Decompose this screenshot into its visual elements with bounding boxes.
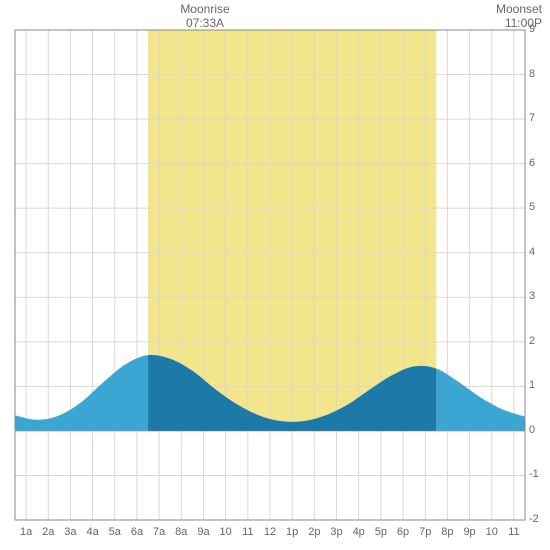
x-tick-label: 6p (397, 526, 409, 538)
tide-chart: Moonrise 07:33A Moonset 11:00P -2-101234… (0, 0, 550, 550)
x-tick-label: 11 (242, 526, 253, 538)
x-tick-label: 10 (220, 526, 232, 538)
x-tick-label: 2a (42, 526, 54, 538)
y-tick-label: 3 (529, 290, 535, 302)
x-tick-label: 11 (508, 526, 519, 538)
y-tick-label: 5 (529, 201, 535, 213)
x-tick-label: 9a (197, 526, 209, 538)
y-tick-label: 0 (529, 424, 535, 436)
y-tick-label: -2 (529, 513, 539, 525)
x-tick-label: 2p (308, 526, 320, 538)
y-tick-label: 9 (529, 23, 535, 35)
x-tick-label: 10 (486, 526, 498, 538)
x-tick-label: 3a (64, 526, 76, 538)
x-tick-label: 6a (131, 526, 143, 538)
x-tick-label: 4p (353, 526, 365, 538)
y-tick-label: -1 (529, 468, 539, 480)
y-tick-label: 2 (529, 335, 535, 347)
x-tick-label: 1a (20, 526, 32, 538)
y-tick-label: 1 (529, 379, 535, 391)
y-tick-label: 4 (529, 246, 535, 258)
x-tick-label: 7p (419, 526, 431, 538)
chart-svg (0, 0, 550, 550)
y-tick-label: 6 (529, 157, 535, 169)
x-tick-label: 1p (286, 526, 298, 538)
x-tick-label: 12 (264, 526, 276, 538)
x-tick-label: 8p (441, 526, 453, 538)
y-tick-label: 8 (529, 68, 535, 80)
y-tick-label: 7 (529, 112, 535, 124)
x-tick-label: 8a (175, 526, 187, 538)
x-tick-label: 5a (109, 526, 121, 538)
x-tick-label: 5p (375, 526, 387, 538)
x-tick-label: 4a (86, 526, 98, 538)
x-tick-label: 3p (330, 526, 342, 538)
x-tick-label: 9p (463, 526, 475, 538)
x-tick-label: 7a (153, 526, 165, 538)
